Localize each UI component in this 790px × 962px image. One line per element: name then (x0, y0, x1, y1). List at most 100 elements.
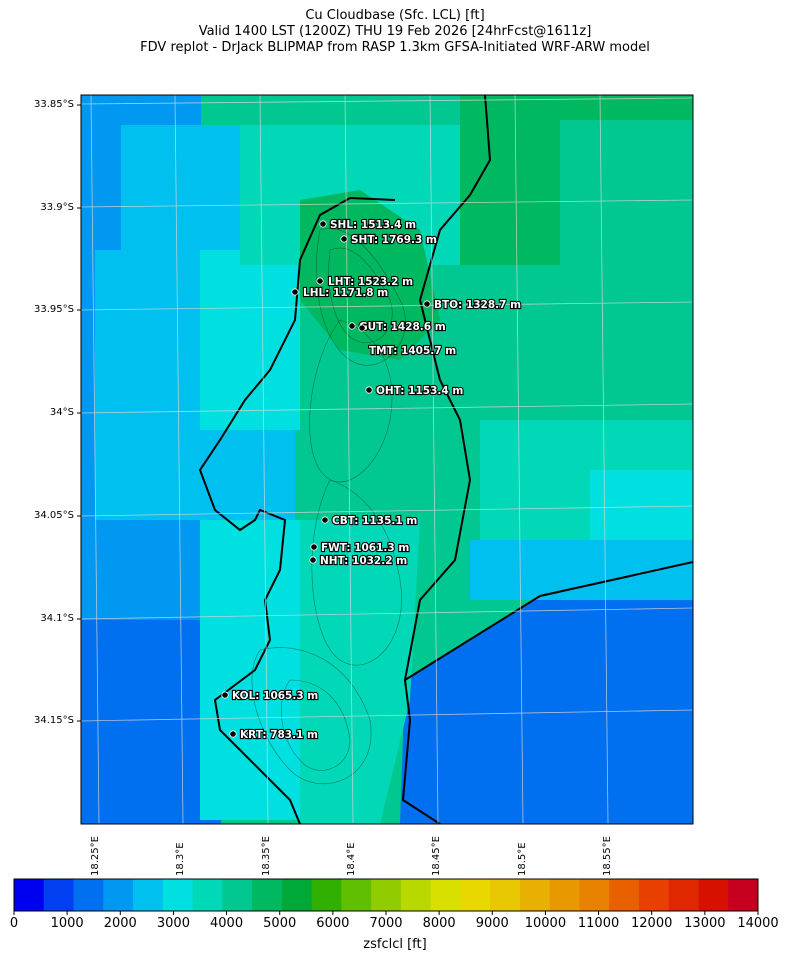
title-line-3: FDV replot - DrJack BLIPMAP from RASP 1.… (140, 40, 650, 55)
station-dot (309, 556, 317, 564)
colorbar-swatch (430, 879, 461, 911)
station-label: GUT: 1428.6 m (359, 321, 446, 333)
station-label: FWT: 1061.3 m (321, 542, 409, 554)
station-label: CBT: 1135.1 m (332, 515, 417, 527)
coastline-east (401, 95, 492, 824)
station-label: TMT: 1405.7 m (369, 345, 456, 357)
colorbar-swatch (579, 879, 610, 911)
station-label: BTO: 1328.7 m (434, 299, 521, 311)
lat-label: 33.95°S (34, 304, 74, 315)
station-label: LHL: 1171.8 m (303, 287, 388, 299)
colorbar-swatch (728, 879, 759, 911)
station-markers: SHL: 1513.4 m SHT: 1769.3 m LHT: 1523.2 mL… (221, 218, 522, 742)
station-label: KOL: 1065.3 m (232, 690, 318, 702)
station-dot (319, 220, 327, 228)
colorbar-swatch (371, 879, 402, 911)
colorbar-swatch (519, 879, 551, 911)
colorbar-tick-label: 9000 (475, 916, 509, 931)
colorbar-tick-label: 14000 (737, 916, 779, 931)
ocean-block (121, 125, 241, 250)
lon-label: 18.25°E (90, 836, 101, 876)
colorbar-tick-label: 12000 (631, 916, 673, 931)
colorbar-title: zsfclcl [ft] (363, 937, 427, 952)
station-dot (229, 730, 237, 738)
colorbar (13, 878, 759, 915)
station-label: KRT: 783.1 m (240, 729, 318, 741)
coastline-west (198, 196, 396, 824)
title-line-1: Cu Cloudbase (Sfc. LCL) [ft] (305, 8, 485, 23)
station-label: LHT: 1523.2 m (328, 276, 413, 288)
colorbar-swatch (341, 879, 372, 911)
colorbar-swatch (222, 879, 253, 911)
colorbar-swatch (460, 879, 491, 911)
colorbar-swatch (698, 879, 729, 911)
lat-label: 34.15°S (34, 715, 74, 726)
lat-ticks (77, 104, 81, 722)
colorbar-swatch (133, 879, 164, 911)
station-label: SHT: 1769.3 m (351, 234, 437, 246)
lat-label: 33.9°S (40, 202, 74, 213)
station-label: NHT: 1032.2 m (320, 555, 407, 567)
colorbar-swatch (311, 879, 342, 911)
colorbar-tick-label: 13000 (684, 916, 726, 931)
lat-label: 34.05°S (34, 510, 74, 521)
station-dot (423, 300, 431, 308)
lat-label: 33.85°S (34, 99, 74, 110)
lat-label: 34°S (49, 407, 74, 418)
false-bay (400, 562, 693, 824)
station-dot (221, 691, 229, 699)
colorbar-swatch (14, 879, 45, 911)
ocean-block (81, 95, 201, 125)
lon-label: 18.5°E (517, 842, 528, 876)
colorbar-tick-label: 4000 (210, 916, 244, 931)
colorbar-swatch (73, 879, 104, 911)
colorbar-swatch (103, 879, 134, 911)
colorbar-swatch (668, 879, 699, 911)
land-block (560, 120, 693, 370)
colorbar-swatch (252, 879, 283, 911)
station-label: SHL: 1513.4 m (330, 219, 416, 231)
map-frame (80, 94, 694, 825)
station-dot (291, 288, 299, 296)
lat-label: 34.1°S (40, 613, 74, 624)
colorbar-tick-label: 7000 (369, 916, 403, 931)
colorbar-swatch (549, 879, 580, 911)
colorbar-swatch (490, 879, 521, 911)
colorbar-tick-label: 10000 (524, 916, 567, 931)
colorbar-swatch (43, 879, 75, 911)
map-area (81, 95, 693, 824)
colorbar-tick-label: 0 (9, 916, 19, 931)
station-label: OHT: 1153.4 m (376, 385, 463, 397)
station-dot (310, 543, 318, 551)
station-dot (358, 324, 366, 332)
lon-label: 18.55°E (602, 836, 613, 876)
graticule (81, 95, 693, 824)
peninsula-south (300, 520, 420, 824)
colorbar-tick-label: 2000 (103, 916, 137, 931)
colorbar-tick-label: 3000 (156, 916, 190, 931)
station-dot (340, 235, 348, 243)
station-dot (348, 322, 356, 330)
colorbar-tick-label: 5000 (263, 916, 297, 931)
lon-label: 18.45°E (431, 836, 442, 876)
lon-label: 18.35°E (261, 836, 272, 876)
station-dot (321, 516, 329, 524)
coastline-false-bay (404, 561, 693, 681)
colorbar-swatch (400, 879, 432, 911)
coast-block (200, 250, 300, 430)
colorbar-swatch (638, 879, 670, 911)
colorbar-tick-label: 8000 (422, 916, 456, 931)
station-dot (316, 277, 324, 285)
ocean-block (81, 620, 221, 824)
colorbar-tick-label: 1000 (50, 916, 84, 931)
lon-label: 18.3°E (175, 842, 186, 876)
coast-block (200, 520, 300, 820)
colorbar-swatch (162, 879, 194, 911)
lon-label: 18.4°E (346, 842, 357, 876)
colorbar-swatch (192, 879, 223, 911)
terrain-contours (251, 228, 406, 785)
colorbar-tick-label: 11000 (577, 916, 620, 931)
title-line-2: Valid 1400 LST (1200Z) THU 19 Feb 2026 [… (198, 24, 592, 39)
colorbar-swatch (281, 879, 313, 911)
